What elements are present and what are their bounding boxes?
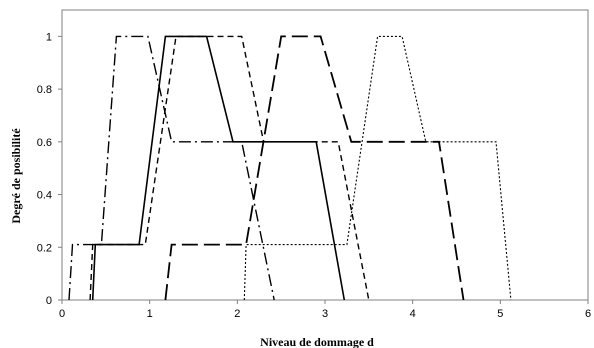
- x-tick-label: 2: [234, 308, 240, 320]
- series-line-short-dash: [89, 35, 370, 301]
- series-line-long-dash: [164, 35, 465, 301]
- y-tick-label: 0: [46, 295, 52, 307]
- x-axis-title: Niveau de dommage d: [260, 335, 374, 348]
- x-tick-label: 5: [497, 308, 503, 320]
- x-tick-label: 0: [59, 308, 65, 320]
- y-tick-label: 0.2: [37, 242, 52, 254]
- y-tick-label: 0.4: [37, 190, 52, 202]
- y-tick-label: 1: [46, 31, 52, 43]
- series-line-solid: [91, 35, 346, 301]
- x-tick-label: 4: [410, 308, 416, 320]
- axes: 0 1 2 3 4 5 6 0 0.2 0.4 0.6 0.8 1: [37, 9, 591, 320]
- series-line-dotted: [243, 35, 512, 301]
- series-line-dash-dot: [68, 35, 275, 301]
- x-tick-label: 3: [322, 308, 328, 320]
- x-tick-label: 6: [585, 308, 591, 320]
- series-layer: [68, 35, 512, 301]
- y-tick-label: 0.6: [37, 137, 52, 149]
- y-tick-label: 0.8: [37, 84, 52, 96]
- x-tick-label: 1: [147, 308, 153, 320]
- y-axis-title: Degré de posibilité: [9, 128, 23, 224]
